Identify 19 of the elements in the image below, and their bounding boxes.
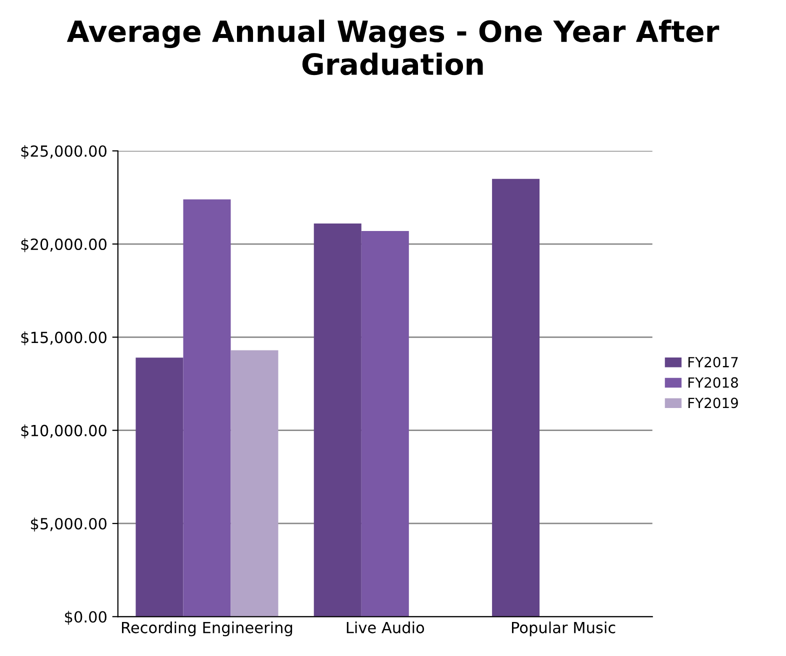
- y-tick-label: $25,000.00: [21, 145, 106, 159]
- x-tick-label: Live Audio: [346, 622, 424, 634]
- bar: [230, 350, 278, 617]
- x-tick-label: Recording Engineering: [122, 622, 292, 636]
- bar: [136, 358, 184, 617]
- chart-title: Average Annual Wages - One Year After Graduation: [66, 20, 720, 76]
- y-tick-label: $5,000.00: [30, 518, 106, 532]
- legend-label: FY2017: [688, 356, 738, 368]
- bar: [183, 199, 231, 617]
- bar: [492, 178, 540, 617]
- y-tick-label: $15,000.00: [21, 331, 106, 346]
- bar: [361, 230, 409, 617]
- y-tick-label: $0.00: [65, 610, 106, 625]
- legend-label: FY2019: [688, 398, 738, 408]
- y-tick-label: $20,000.00: [21, 238, 106, 252]
- x-tick-label: Popular Music: [512, 622, 616, 636]
- legend-label: FY2018: [688, 377, 738, 388]
- bar: [314, 224, 362, 617]
- y-tick-label: $10,000.00: [21, 424, 106, 438]
